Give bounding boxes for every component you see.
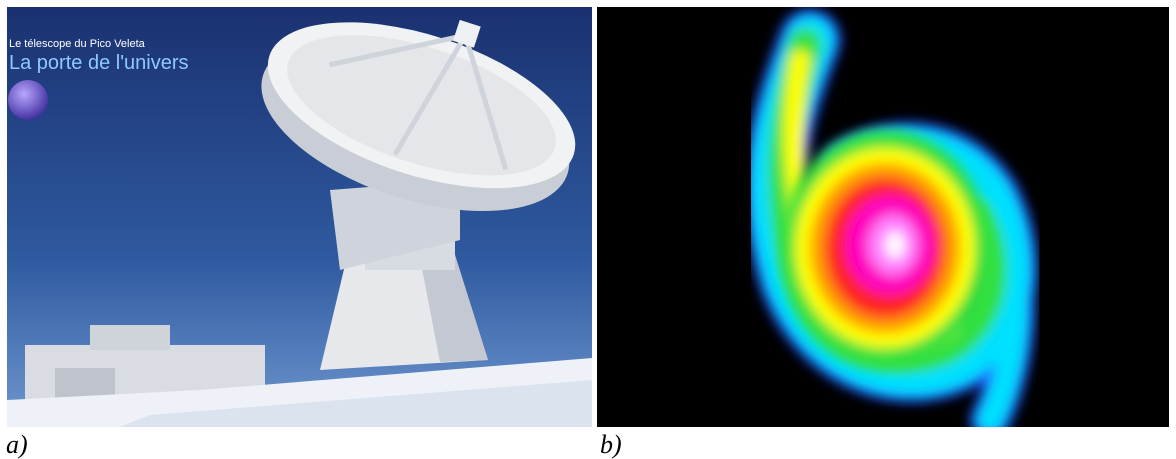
overlay-subtitle: Le télescope du Pico Veleta	[9, 38, 146, 50]
telescope-photo	[7, 7, 592, 427]
galaxy-map	[597, 7, 1169, 427]
overlay-title: La porte de l'univers	[9, 52, 188, 74]
caption-b: b)	[600, 430, 622, 459]
figure-images: Le télescope du Pico Veleta La porte de …	[7, 7, 1169, 427]
caption-a: a)	[6, 430, 28, 459]
